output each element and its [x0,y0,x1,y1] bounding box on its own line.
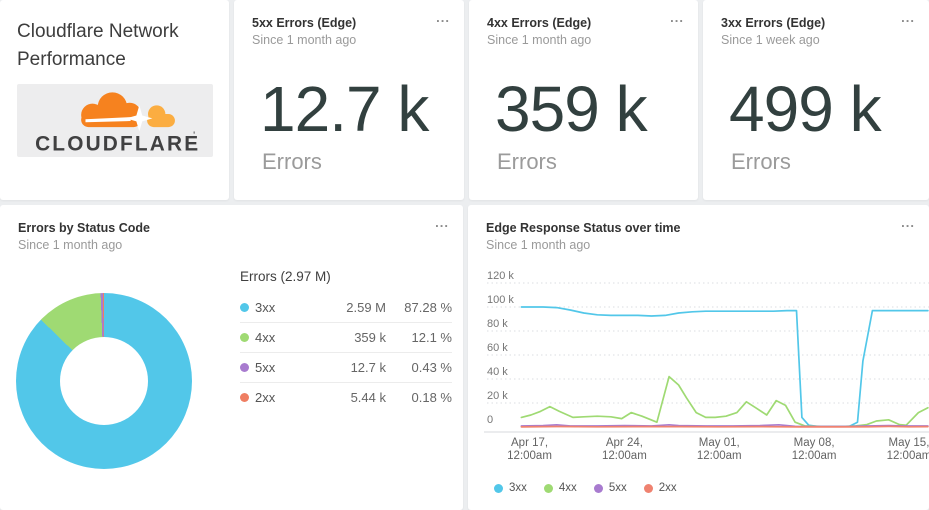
svg-text:40 k: 40 k [487,366,508,378]
card-timeframe: Since 1 week ago [721,33,820,47]
svg-text:20 k: 20 k [487,390,508,402]
card-title: Errors by Status Code [18,221,150,235]
row-label: 5xx [255,360,276,375]
card-title: Edge Response Status over time [486,221,681,235]
row-value: 359 k [354,330,386,345]
series-3xx-dot-icon [494,483,503,493]
stat-card-4xx: 4xx Errors (Edge) Since 1 month ago ... … [469,0,698,200]
legend-item-2xx[interactable]: 2xx [643,482,677,494]
series-5xx-dot-icon [240,363,249,372]
legend-label: 5xx [608,482,627,494]
card-timeframe: Since 1 month ago [486,238,591,252]
legend-item-5xx[interactable]: 5xx [593,482,627,494]
legend-label: 3xx [509,482,527,494]
svg-text:100 k: 100 k [487,294,514,306]
card-menu-icon[interactable]: ... [436,10,450,25]
cloudflare-logo-icon: CLOUDFLARE ' [35,91,200,154]
cloudflare-logo: CLOUDFLARE ' [17,84,213,157]
stat-unit: Errors [497,149,557,174]
pie-legend-row-2xx: 2xx 5.44 k 0.18 % [240,383,452,412]
series-2xx-dot-icon [643,483,653,493]
top-row: Cloudflare Network Performance [0,0,929,200]
series-4xx-dot-icon [240,333,249,342]
svg-text:0: 0 [487,414,493,426]
card-menu-icon[interactable]: ... [901,215,915,230]
header-card: Cloudflare Network Performance [0,0,229,200]
legend-item-3xx[interactable]: 3xx [494,482,527,494]
card-title: 5xx Errors (Edge) [252,16,357,30]
row-percent: 87.28 % [404,300,452,315]
stat-card-5xx: 5xx Errors (Edge) Since 1 month ago ... … [234,0,464,200]
pie-legend-row-4xx: 4xx 359 k 12.1 % [240,323,452,353]
series-4xx-dot-icon [543,483,553,493]
timeseries-card-edge-response: 120 k 100 k 80 k 60 k 40 k 20 k 0 Apr 17, 12:00a… [468,205,929,510]
timeseries-legend: 3xx 4xx 5xx 2xx [494,482,677,494]
pie-legend-row-5xx: 5xx 12.7 k 0.43 % [240,353,452,383]
svg-text:80 k: 80 k [487,318,508,330]
donut-hole [60,337,148,425]
stat-card-3xx: 3xx Errors (Edge) Since 1 week ago ... 4… [703,0,929,200]
svg-text:Apr 24,12:00am: Apr 24, 12:00am [602,437,647,462]
svg-text:Apr 17,12:00am: Apr 17, 12:00am [507,437,552,462]
row-percent: 0.18 % [411,390,452,405]
series-5xx-dot-icon [593,483,603,493]
stat-value: 359 k [495,73,648,145]
svg-text:May 15,12:00am: May 15, 12:00am [887,437,929,462]
cloudflare-wordmark: CLOUDFLARE [35,132,200,153]
row-percent: 12.1 % [411,330,452,345]
card-timeframe: Since 1 month ago [252,33,357,47]
timeseries-chart[interactable]: 120 k 100 k 80 k 60 k 40 k 20 k 0 Apr 17, 12:00a… [468,205,929,510]
row-value: 5.44 k [350,390,386,405]
row-value: 12.7 k [350,360,386,375]
svg-text:': ' [193,130,195,141]
stat-unit: Errors [262,149,322,174]
bottom-row: Errors by Status Code Since 1 month ago … [0,205,929,510]
row-label: 3xx [255,300,276,315]
card-menu-icon[interactable]: ... [435,215,449,230]
card-timeframe: Since 1 month ago [18,238,123,252]
card-title: 3xx Errors (Edge) [721,16,826,30]
series-3xx-dot-icon [240,303,249,312]
card-menu-icon[interactable]: ... [670,10,684,25]
pie-legend-table: Errors (2.97 M) 3xx 2.59 M 87.28 % 4xx 3… [240,269,452,412]
row-value: 2.59 M [346,300,386,315]
stat-value: 12.7 k [260,73,429,145]
legend-label: 2xx [658,482,677,494]
card-menu-icon[interactable]: ... [901,10,915,25]
row-label: 2xx [255,390,276,405]
row-percent: 0.43 % [411,360,452,375]
pie-card-errors-by-status: Errors by Status Code Since 1 month ago … [0,205,463,510]
svg-text:May 01,12:00am: May 01, 12:00am [697,437,742,462]
row-label: 4xx [255,330,276,345]
pie-legend-title: Errors (2.97 M) [240,269,331,284]
legend-label: 4xx [558,482,577,494]
card-title: 4xx Errors (Edge) [487,16,592,30]
svg-text:May 08,12:00am: May 08, 12:00am [792,437,837,462]
svg-text:120 k: 120 k [487,270,514,282]
legend-item-4xx[interactable]: 4xx [543,482,577,494]
series-2xx-dot-icon [240,393,249,402]
pie-legend-row-3xx: 3xx 2.59 M 87.28 % [240,293,452,323]
svg-text:60 k: 60 k [487,342,508,354]
card-timeframe: Since 1 month ago [487,33,592,47]
stat-unit: Errors [731,149,791,174]
donut-chart[interactable] [16,293,192,469]
stat-value: 499 k [729,73,882,145]
dashboard-title: Cloudflare Network Performance [17,21,179,70]
